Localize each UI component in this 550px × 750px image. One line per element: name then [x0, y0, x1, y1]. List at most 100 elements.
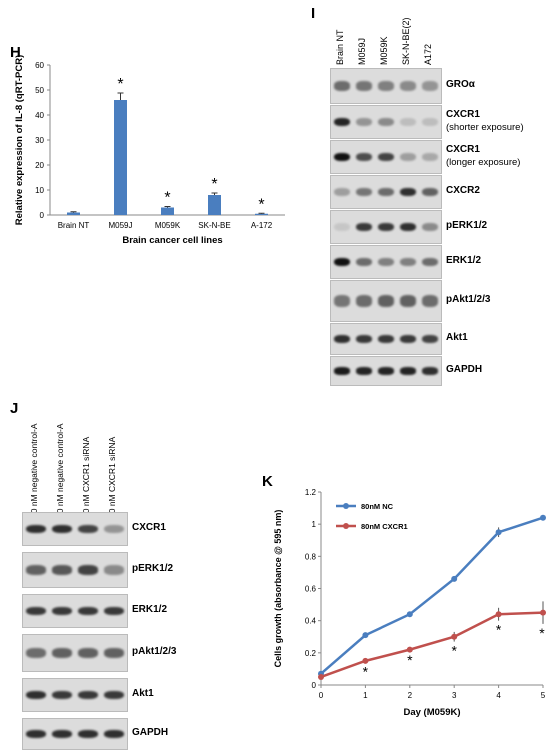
significance-star: *: [451, 643, 457, 659]
blot-strip: [330, 245, 442, 279]
blot-band: [400, 257, 416, 267]
blot-band: [334, 81, 350, 91]
data-point: [362, 632, 369, 639]
blot-band: [104, 565, 124, 575]
x-tick-label: 5: [541, 691, 546, 700]
blot-band: [422, 117, 438, 127]
blot-band: [356, 222, 372, 232]
blot-band: [378, 152, 394, 162]
blot-band: [26, 524, 46, 534]
y-tick-label: 40: [35, 111, 44, 120]
blot-row-label: CXCR1: [132, 522, 166, 533]
blot-strip: [22, 678, 128, 712]
significance-star: *: [363, 663, 369, 679]
blot-band: [378, 117, 394, 127]
blot-band: [422, 367, 438, 375]
y-tick-label: 1.2: [305, 488, 317, 497]
blot-band: [334, 334, 350, 344]
blot-row-label: pAkt1/2/3: [132, 646, 177, 657]
bar: [67, 212, 80, 215]
blot-band: [400, 81, 416, 91]
blot-band: [26, 729, 46, 739]
blot-band: [78, 647, 98, 659]
data-point: [451, 575, 458, 582]
blot-band: [52, 729, 72, 739]
x-tick-label: 1: [363, 691, 368, 700]
bar: [208, 195, 221, 215]
blot-band: [422, 295, 438, 307]
panel-i-western-blot: Brain NT M059J M059K SK-N-BE(2) A172 GROα CXCR…: [320, 0, 550, 390]
blot-band: [422, 334, 438, 344]
blot-band: [26, 690, 46, 700]
blot-band: [78, 690, 98, 700]
lane-label: A172: [423, 43, 433, 65]
y-tick-label: 10: [35, 186, 44, 195]
blot-band: [356, 295, 372, 307]
lane-label: M059K: [379, 36, 389, 65]
blot-strip: [330, 323, 442, 355]
blot-row-label: ERK1/2: [132, 604, 168, 615]
bar: [255, 213, 268, 215]
blot-band: [400, 295, 416, 307]
y-tick-label: 0.2: [305, 649, 317, 658]
y-tick-label: 0.6: [305, 585, 317, 594]
blot-row-label: pERK1/2: [132, 563, 174, 574]
bar: [114, 100, 127, 215]
data-point: [451, 633, 458, 640]
y-tick-label: 0: [40, 211, 45, 220]
blot-band: [334, 257, 350, 267]
blot-strip: [330, 356, 442, 386]
blot-strip: [22, 594, 128, 628]
blot-band: [26, 565, 46, 575]
blot-band: [422, 81, 438, 91]
blot-strip: [330, 210, 442, 244]
data-point: [318, 673, 324, 680]
y-tick-label: 1: [312, 520, 317, 529]
blot-band: [400, 187, 416, 197]
significance-star: *: [539, 625, 545, 641]
data-point: [540, 514, 546, 521]
blot-band: [378, 222, 394, 232]
blot-band: [334, 117, 350, 127]
lane-label: 20 nM negative control-A: [29, 423, 39, 519]
y-tick-label: 20: [35, 161, 44, 170]
y-tick-label: 30: [35, 136, 44, 145]
series-line: [320, 516, 544, 675]
panel-letter-h: H: [10, 44, 21, 61]
y-tick-label: 0: [312, 681, 317, 690]
blot-row-label: ERK1/2: [446, 255, 482, 266]
blot-band: [52, 565, 72, 575]
blot-row-label: CXCR1: [446, 144, 480, 155]
blot-band: [26, 647, 46, 659]
blot-band: [78, 729, 98, 739]
blot-band: [334, 152, 350, 162]
blot-band: [422, 152, 438, 162]
blot-row-label: Akt1: [446, 332, 468, 343]
legend-marker: [343, 523, 349, 529]
blot-band: [334, 367, 350, 375]
blot-band: [400, 117, 416, 127]
blot-band: [356, 367, 372, 375]
blot-band: [52, 606, 72, 616]
blot-strip: [330, 280, 442, 322]
blot-row-label: CXCR1: [446, 109, 480, 120]
x-tick-label: M059K: [155, 221, 181, 230]
blot-band: [378, 81, 394, 91]
blot-strip: [22, 634, 128, 672]
y-axis-title: Relative expression of IL-8 (qRT-PCR): [14, 55, 25, 225]
blot-band: [422, 257, 438, 267]
blot-band: [356, 257, 372, 267]
x-tick-label: M059J: [108, 221, 132, 230]
blot-band: [356, 117, 372, 127]
blot-row-label: pERK1/2: [446, 220, 488, 231]
x-axis-title: Day (M059K): [403, 707, 460, 718]
blot-band: [78, 606, 98, 616]
blot-band: [104, 690, 124, 700]
significance-star: *: [117, 76, 123, 93]
y-axis-title: Cells growth (absorbance @ 595 nm): [273, 510, 283, 668]
blot-strip: [330, 175, 442, 209]
x-tick-label: 4: [496, 691, 501, 700]
blot-row-label: GAPDH: [132, 727, 169, 738]
blot-band: [422, 187, 438, 197]
x-tick-label: Brain NT: [58, 221, 90, 230]
